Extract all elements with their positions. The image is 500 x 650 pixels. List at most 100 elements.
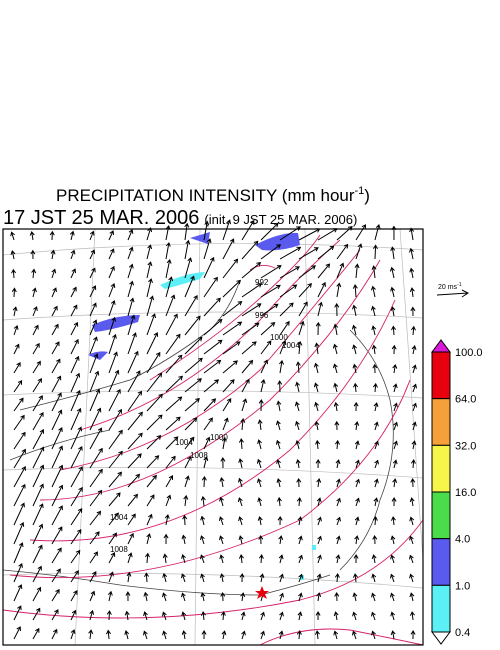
wind-arrow xyxy=(315,458,321,469)
wind-arrow xyxy=(219,476,225,488)
wind-arrow xyxy=(163,533,169,545)
wind-arrow xyxy=(296,477,302,488)
wind-arrow xyxy=(390,246,396,260)
wind-arrow xyxy=(108,369,120,393)
wind-arrow xyxy=(146,244,153,260)
wind-arrow xyxy=(51,268,57,279)
wind-arrow xyxy=(146,533,152,545)
colorbar-label: 4.0 xyxy=(455,534,470,546)
wind-arrow xyxy=(162,572,168,583)
map-background xyxy=(3,229,423,645)
precip-area xyxy=(92,315,140,332)
wind-arrow xyxy=(241,359,254,374)
wind-arrow xyxy=(354,535,360,545)
isobar xyxy=(259,628,424,646)
wind-arrow xyxy=(409,516,415,526)
wind-arrow xyxy=(51,409,63,431)
wind-arrow xyxy=(165,294,176,317)
wind-arrow xyxy=(51,505,63,526)
wind-arrow xyxy=(127,493,139,507)
wind-arrow xyxy=(371,325,377,336)
colorbar-segment xyxy=(431,538,451,586)
wind-arrow xyxy=(315,321,321,336)
wind-arrow xyxy=(222,238,235,260)
wind-arrow xyxy=(89,319,98,336)
wind-arrow xyxy=(165,333,181,355)
wind-arrow xyxy=(164,514,170,526)
wind-arrow xyxy=(279,611,284,621)
wind-arrow xyxy=(219,535,224,545)
wind-arrow xyxy=(89,447,103,469)
wind-arrow xyxy=(13,361,21,374)
wind-arrow xyxy=(70,389,81,412)
colorbar-label: 1.0 xyxy=(455,580,470,592)
wind-arrow xyxy=(13,465,26,488)
wind-arrow xyxy=(32,586,42,602)
colorbar-top-triangle xyxy=(431,339,451,353)
wind-arrow xyxy=(127,297,135,317)
wind-arrow xyxy=(298,282,312,298)
wind-arrow xyxy=(89,267,96,279)
wind-arrow xyxy=(260,378,266,393)
wind-arrow xyxy=(355,224,367,241)
wind-arrow xyxy=(354,440,360,450)
wind-arrow xyxy=(372,244,378,260)
wind-arrow xyxy=(411,440,417,450)
wind-arrow xyxy=(315,439,320,450)
wind-arrow xyxy=(336,262,345,279)
wind-arrow xyxy=(127,532,134,545)
wind-arrow xyxy=(294,401,300,412)
wind-arrow xyxy=(241,303,262,317)
wind-arrow xyxy=(184,275,195,298)
wind-arrow xyxy=(51,609,59,621)
wind-arrow xyxy=(70,407,82,431)
isobar xyxy=(29,299,396,542)
wind-arrow xyxy=(333,630,339,640)
wind-arrow xyxy=(257,439,262,450)
wind-arrow xyxy=(70,529,82,545)
wind-arrow xyxy=(219,496,224,507)
wind-arrow xyxy=(390,592,395,602)
wind-arrow xyxy=(127,411,143,431)
wind-arrow xyxy=(70,629,76,640)
wind-arrow xyxy=(391,497,397,507)
wind-arrow xyxy=(352,344,357,355)
wind-arrow xyxy=(316,592,322,602)
wind-arrow xyxy=(127,390,143,412)
wind-arrow xyxy=(181,534,187,545)
wind-arrow xyxy=(51,445,63,469)
wind-arrow xyxy=(126,571,132,583)
wind-arrow xyxy=(336,497,341,507)
wind-arrow xyxy=(200,535,205,545)
wind-arrow xyxy=(336,478,341,488)
wind-arrow xyxy=(393,440,398,450)
wind-arrow xyxy=(162,630,167,640)
wind-arrow xyxy=(108,471,123,488)
contour-label: 1004 xyxy=(175,438,193,447)
wind-arrow xyxy=(371,592,376,602)
wind-arrow xyxy=(298,535,303,545)
wind-arrow xyxy=(371,630,376,640)
wind-arrow xyxy=(298,301,308,317)
wind-arrow xyxy=(108,429,123,450)
wind-arrow xyxy=(70,355,80,374)
wind-legend-label: 20 ms-1 xyxy=(438,282,462,291)
wind-arrow xyxy=(184,357,203,374)
wind-arrow xyxy=(127,432,143,450)
wind-arrow xyxy=(89,302,97,317)
wind-arrow xyxy=(409,497,415,507)
wind-arrow xyxy=(256,458,262,469)
wind-arrow xyxy=(106,610,112,621)
wind-arrow xyxy=(11,268,17,279)
map: 992 996 1000 1004 1004 1008 1000 1004 10… xyxy=(2,219,424,646)
wind-arrow xyxy=(32,411,44,431)
wind-arrow xyxy=(355,459,360,469)
wind-arrow xyxy=(238,438,244,450)
wind-arrow xyxy=(336,243,349,260)
wind-arrow xyxy=(374,440,379,450)
wind-arrow xyxy=(334,592,340,602)
wind-arrow xyxy=(241,378,250,393)
colorbar-bottom-triangle xyxy=(431,631,451,645)
wind-arrow xyxy=(162,553,168,564)
wind-arrow xyxy=(146,295,155,317)
